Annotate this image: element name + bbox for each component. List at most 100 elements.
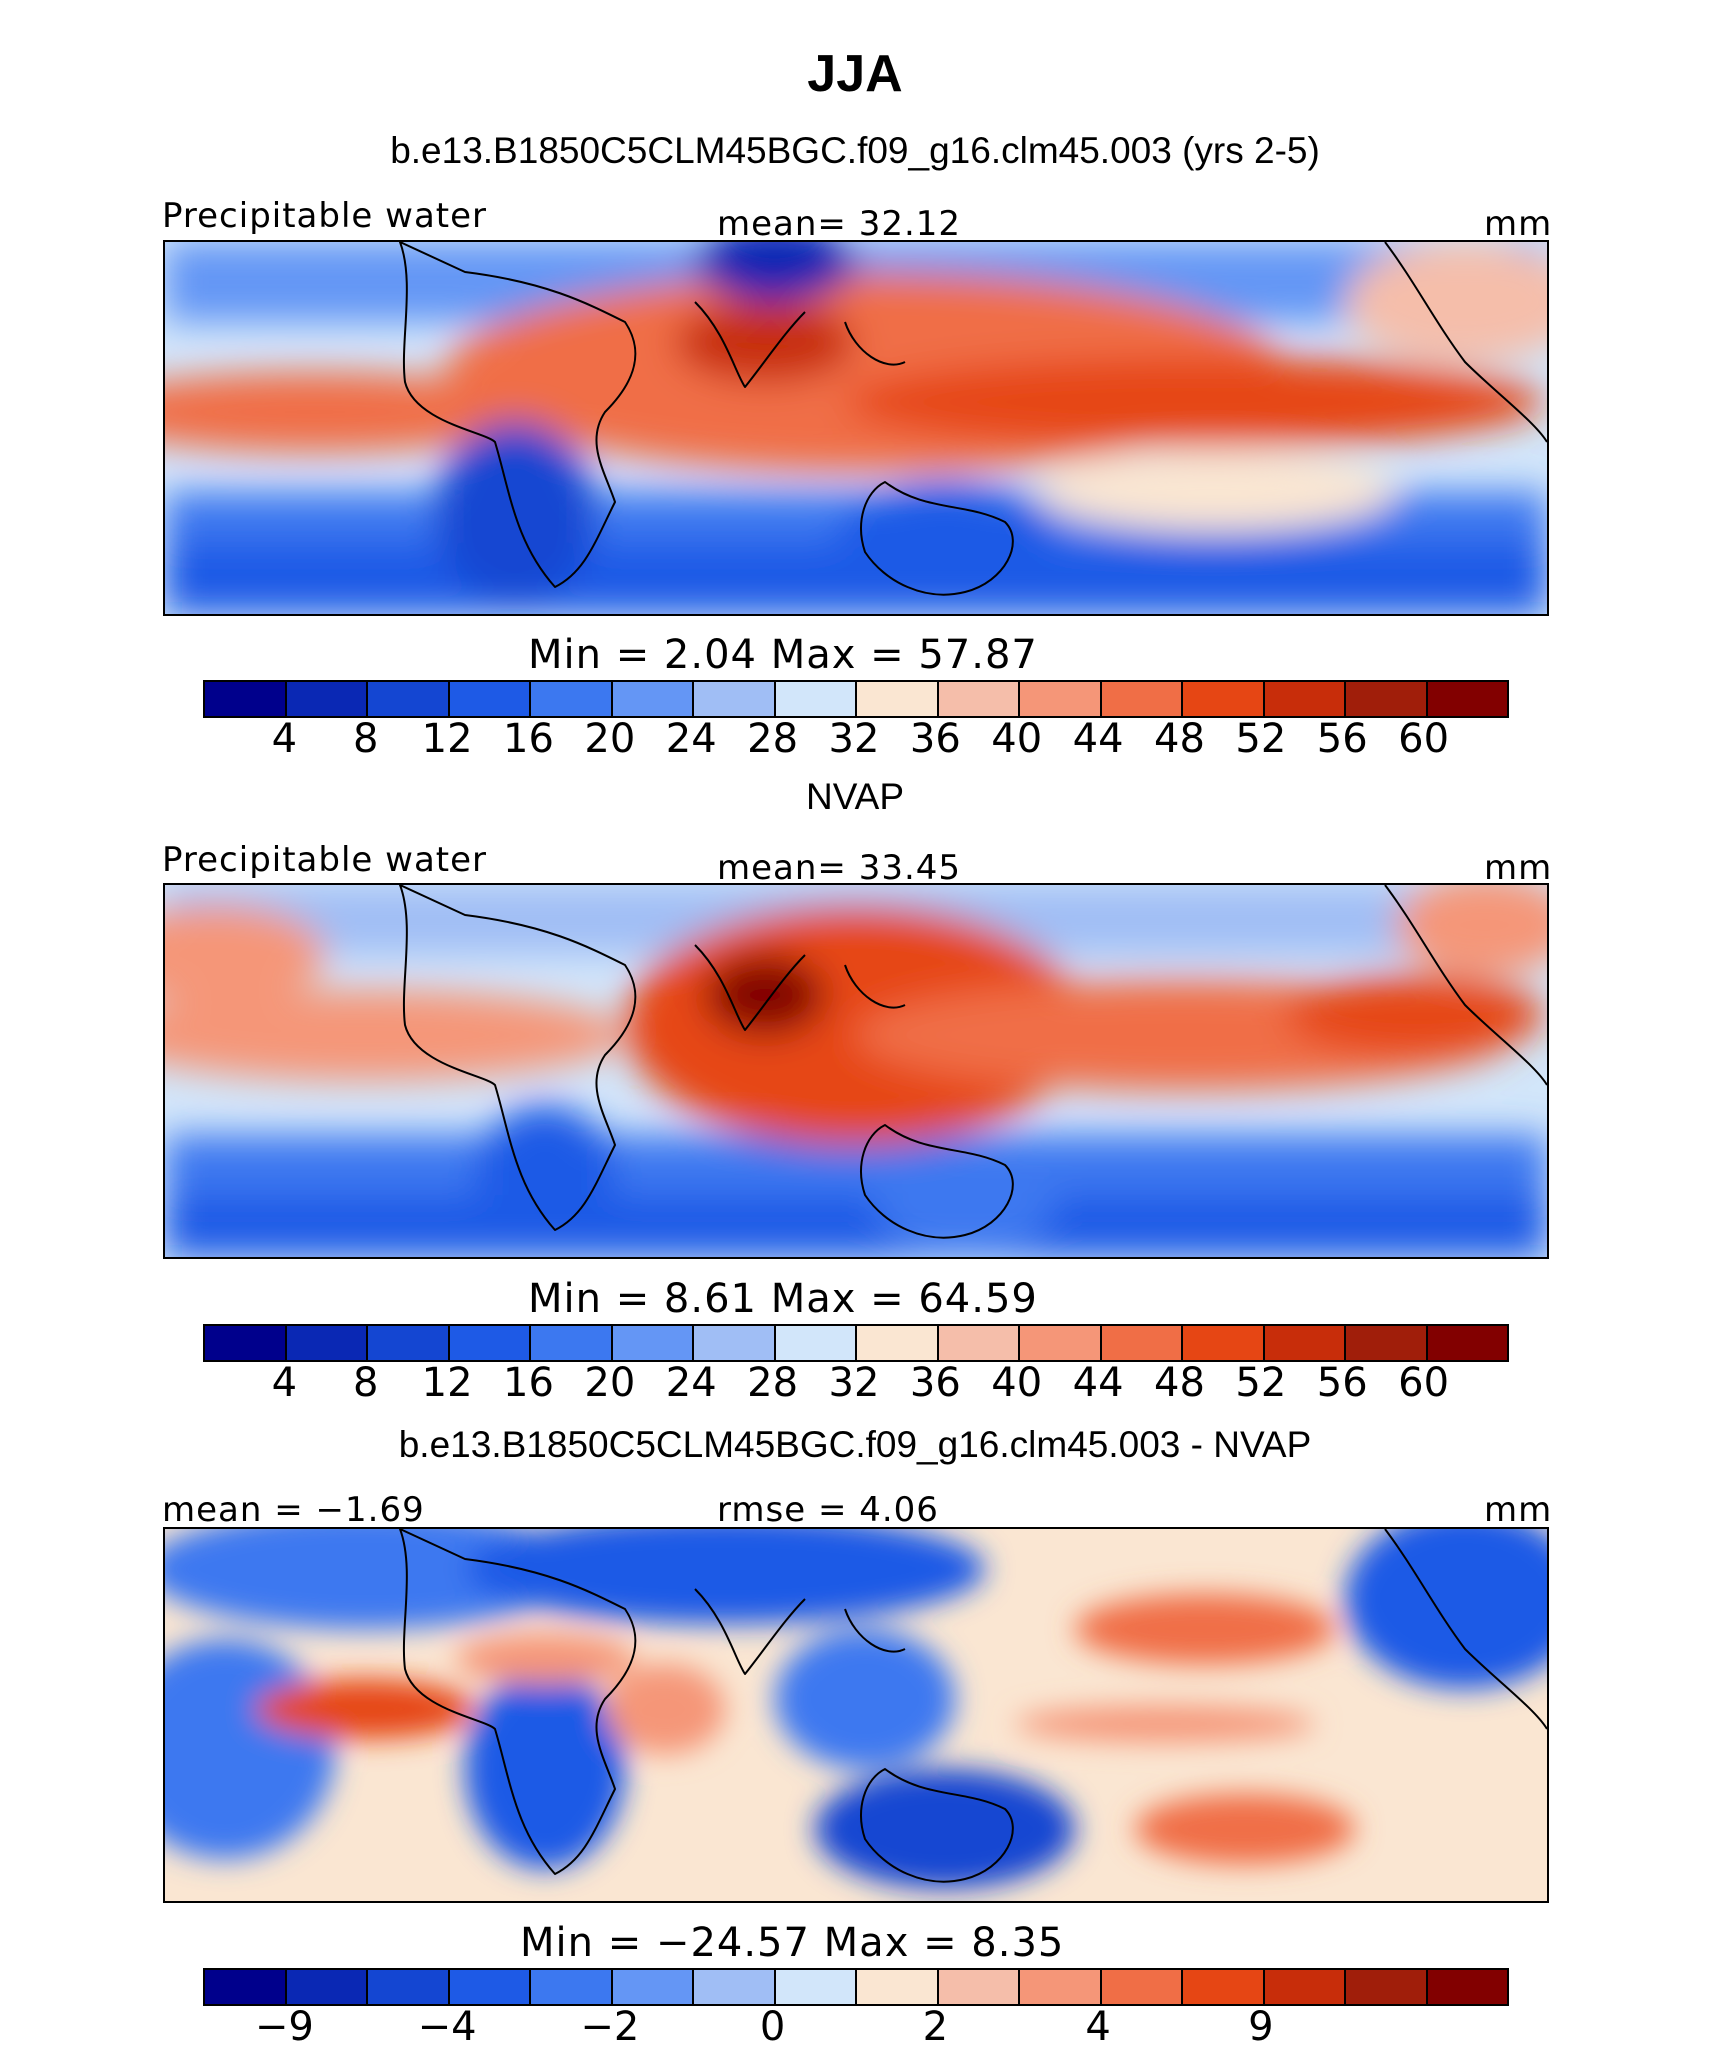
colorbar-tick-label: 0 [759, 2004, 786, 2050]
colorbar-tick-label: 2 [922, 2004, 949, 2050]
colorbar-box [1020, 1326, 1102, 1360]
colorbar-box [938, 1326, 1020, 1360]
colorbar-box [1346, 682, 1428, 716]
colorbar-tick-label: 40 [991, 1360, 1043, 1406]
colorbar-box [1346, 1326, 1428, 1360]
panel2-units-label: mm [1484, 848, 1553, 888]
colorbar-box [1264, 682, 1346, 716]
figure-subtitle: b.e13.B1850C5CLM45BGC.f09_g16.clm45.003 … [390, 130, 1320, 171]
colorbar-box [1101, 1326, 1183, 1360]
colorbar-box [449, 682, 531, 716]
colorbar-box [612, 1326, 694, 1360]
colorbar-box [775, 682, 857, 716]
colorbar-box [612, 1970, 694, 2004]
panel3-colorbar-ticks: −9 −4 −2 0 2 4 9 [0, 2004, 1710, 2050]
colorbar-box [368, 682, 450, 716]
colorbar-box [286, 1970, 368, 2004]
panel3-mean-label: mean = −1.69 [162, 1490, 425, 1530]
colorbar-tick-label: 4 [1085, 2004, 1111, 2050]
panel1-minmax: Min = 2.04 Max = 57.87 [528, 632, 1038, 678]
colorbar-box [368, 1326, 450, 1360]
panel1-mean-label: mean= 32.12 [717, 204, 962, 244]
colorbar-tick-label: 56 [1316, 1360, 1368, 1406]
colorbar-tick-label: −4 [417, 2004, 477, 2050]
colorbar-box [1183, 682, 1265, 716]
panel1-left-label: Precipitable water [162, 196, 488, 236]
panel3-units-label: mm [1484, 1490, 1553, 1530]
colorbar-box [612, 682, 694, 716]
colorbar-box [1346, 1970, 1428, 2004]
colorbar-box [1020, 1970, 1102, 2004]
colorbar-tick-label: 44 [1072, 716, 1124, 762]
colorbar-tick-label: 32 [828, 716, 880, 762]
colorbar-box [1427, 1970, 1507, 2004]
colorbar-tick-label: 8 [353, 716, 379, 762]
colorbar-box [286, 1326, 368, 1360]
colorbar-box [1101, 682, 1183, 716]
colorbar-tick-label: 9 [1248, 2004, 1274, 2050]
colorbar-tick-label: −2 [580, 2004, 640, 2050]
colorbar-tick-label: 4 [271, 1360, 298, 1406]
colorbar-box [1427, 682, 1507, 716]
panel3-colorbar [203, 1968, 1509, 2006]
colorbar-box [531, 682, 613, 716]
colorbar-box [531, 1326, 613, 1360]
colorbar-tick-label: 20 [584, 716, 636, 762]
panel2-title: NVAP [805, 776, 904, 817]
panel3-rmse-label: rmse = 4.06 [717, 1490, 939, 1530]
panel3-map [163, 1527, 1549, 1903]
colorbar-box [531, 1970, 613, 2004]
panel2-map [163, 883, 1549, 1259]
colorbar-tick-label: 8 [353, 1360, 379, 1406]
colorbar-tick-label: 60 [1398, 1360, 1450, 1406]
colorbar-box [1264, 1970, 1346, 2004]
colorbar-tick-label: 12 [421, 716, 473, 762]
colorbar-box [694, 1326, 776, 1360]
colorbar-tick-label: 24 [665, 716, 717, 762]
colorbar-box [1101, 1970, 1183, 2004]
panel2-minmax: Min = 8.61 Max = 64.59 [528, 1276, 1038, 1322]
colorbar-box [857, 1970, 939, 2004]
colorbar-box [205, 682, 287, 716]
colorbar-tick-label: −9 [254, 2004, 314, 2050]
colorbar-box [694, 682, 776, 716]
colorbar-box [938, 682, 1020, 716]
colorbar-box [1264, 1326, 1346, 1360]
colorbar-tick-label: 16 [503, 716, 554, 762]
colorbar-box [368, 1970, 450, 2004]
colorbar-tick-label: 48 [1154, 1360, 1205, 1406]
colorbar-box [938, 1970, 1020, 2004]
colorbar-tick-label: 4 [271, 716, 298, 762]
panel2-left-label: Precipitable water [162, 840, 488, 880]
colorbar-tick-label: 44 [1072, 1360, 1124, 1406]
panel3-minmax: Min = −24.57 Max = 8.35 [520, 1920, 1065, 1966]
colorbar-tick-label: 52 [1235, 716, 1287, 762]
colorbar-tick-label: 56 [1316, 716, 1368, 762]
colorbar-box [205, 1326, 287, 1360]
panel1-units-label: mm [1484, 204, 1553, 244]
colorbar-tick-label: 28 [747, 1360, 799, 1406]
colorbar-box [775, 1970, 857, 2004]
colorbar-tick-label: 28 [747, 716, 799, 762]
panel2-colorbar-ticks: 4 8 12 16 20 24 28 32 36 40 44 48 52 56 60 [0, 1360, 1710, 1410]
colorbar-tick-label: 16 [503, 1360, 554, 1406]
colorbar-box [1183, 1326, 1265, 1360]
colorbar-tick-label: 60 [1398, 716, 1450, 762]
figure-title: JJA [807, 45, 903, 103]
colorbar-box [1020, 682, 1102, 716]
colorbar-box [1183, 1970, 1265, 2004]
colorbar-box [286, 682, 368, 716]
colorbar-tick-label: 32 [828, 1360, 880, 1406]
colorbar-box [694, 1970, 776, 2004]
colorbar-tick-label: 48 [1154, 716, 1205, 762]
colorbar-box [857, 682, 939, 716]
panel1-colorbar [203, 680, 1509, 718]
colorbar-tick-label: 36 [909, 1360, 961, 1406]
panel1-map [163, 240, 1549, 616]
panel1-colorbar-ticks: 4 8 12 16 20 24 28 32 36 40 44 48 52 56 60 [0, 716, 1710, 766]
colorbar-tick-label: 12 [421, 1360, 473, 1406]
colorbar-tick-label: 52 [1235, 1360, 1287, 1406]
colorbar-box [205, 1970, 287, 2004]
colorbar-tick-label: 20 [584, 1360, 636, 1406]
panel2-colorbar [203, 1324, 1509, 1362]
